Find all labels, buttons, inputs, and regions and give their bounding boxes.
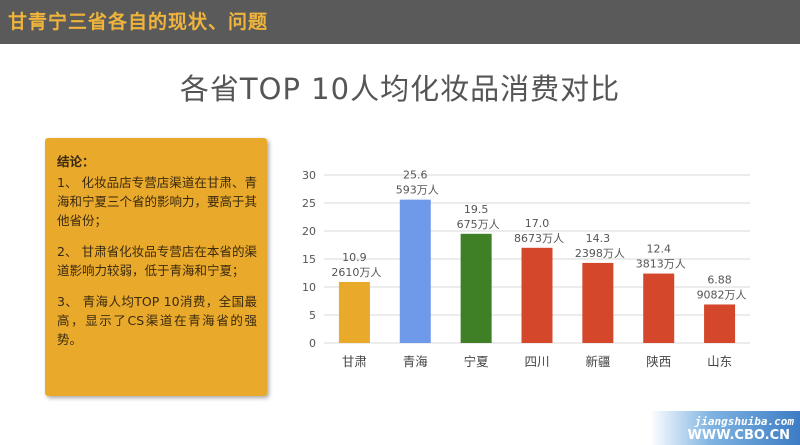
y-tick-label: 25 [302, 197, 316, 210]
data-label: 17.0 [525, 217, 550, 230]
x-tick-label: 青海 [403, 354, 429, 369]
y-tick-label: 20 [302, 225, 316, 238]
watermark-url-1: jiangshuiba.com [694, 415, 794, 428]
watermark: jiangshuiba.com WWW.CBO.CN [650, 411, 800, 445]
bar [460, 233, 492, 343]
data-label: 6.88 [707, 273, 732, 286]
watermark-url-2: WWW.CBO.CN [687, 428, 790, 443]
data-label: 25.6 [403, 169, 428, 182]
population-label: 2610万人 [331, 266, 381, 279]
population-label: 2398万人 [575, 247, 625, 260]
population-label: 9082万人 [697, 288, 747, 301]
population-label: 675万人 [457, 218, 500, 231]
bar-chart: 0 5 10 15 20 25 30 10.9 2610万人 甘肃 25.6 593万人青海 19.5 6… [296, 160, 766, 390]
y-tick-label: 10 [302, 281, 316, 294]
x-tick-label: 山东 [707, 354, 732, 369]
y-tick-label: 30 [302, 169, 316, 182]
x-tick-label: 宁夏 [464, 354, 490, 369]
x-tick-label: 新疆 [585, 354, 610, 369]
bar [582, 262, 614, 343]
x-tick-label: 四川 [524, 354, 549, 369]
conclusion-box: 结论： 1、 化妆品店专营店渠道在甘肃、青海和宁夏三个省的影响力，要高于其他省份… [45, 138, 267, 396]
population-label: 8673万人 [514, 232, 564, 245]
data-label: 19.5 [464, 203, 489, 216]
conclusion-item-1: 1、 化妆品店专营店渠道在甘肃、青海和宁夏三个省的影响力，要高于其他省份； [57, 175, 258, 228]
data-label: 10.9 [342, 251, 367, 264]
conclusion-item-2: 2、 甘肃省化妆品专营店在本省的渠道影响力较弱，低于青海和宁夏； [57, 244, 257, 278]
header-title: 甘青宁三省各自的现状、问题 [8, 11, 269, 33]
x-tick-label: 陕西 [646, 354, 671, 369]
x-tick-label: 甘肃 [342, 354, 367, 369]
y-tick-label: 0 [309, 337, 316, 350]
header-bar: 甘青宁三省各自的现状、问题 [0, 0, 800, 44]
bar [399, 199, 431, 343]
y-tick-label: 5 [309, 309, 316, 322]
conclusion-heading: 结论： [57, 154, 95, 169]
y-tick-label: 15 [302, 253, 316, 266]
population-label: 593万人 [396, 184, 439, 197]
bar [704, 304, 736, 343]
conclusion-item-3: 3、 青海人均TOP 10消费，全国最高，显示了CS渠道在青海省的强势。 [57, 294, 257, 347]
data-label: 12.4 [646, 243, 671, 256]
population-label: 3813万人 [636, 258, 686, 271]
bar [338, 281, 370, 343]
bar [643, 273, 675, 343]
bar [521, 247, 553, 343]
slide-title: 各省TOP 10人均化妆品消费对比 [179, 72, 621, 106]
data-label: 14.3 [586, 232, 611, 245]
